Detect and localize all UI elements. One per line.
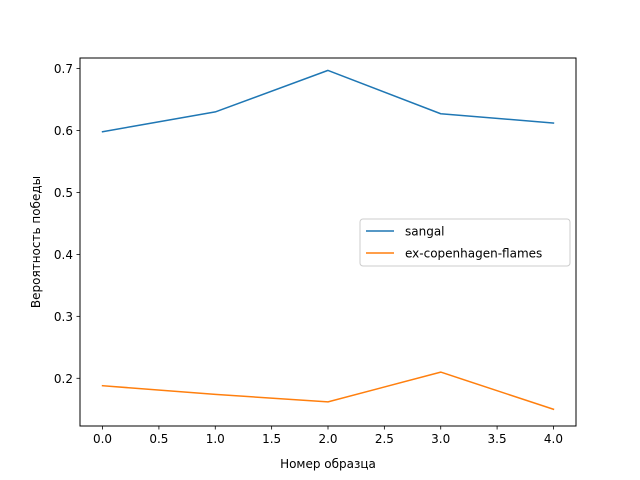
x-tick-label: 2.5 (375, 432, 394, 446)
x-tick-label: 1.5 (262, 432, 281, 446)
y-tick-label: 0.6 (54, 124, 73, 138)
legend-box (359, 218, 571, 267)
x-axis-ticks: 0.0 0.5 1.0 1.5 2.0 2.5 3.0 3.5 4.0 (93, 426, 563, 446)
x-tick-label: 0.0 (93, 432, 112, 446)
series-line-1 (101, 69, 555, 133)
legend-label-1: sangal (405, 225, 445, 239)
y-axis-label: Вероятность победы (29, 176, 43, 308)
series-line-2 (101, 371, 555, 411)
x-tick-label: 0.5 (149, 432, 168, 446)
legend: sangal ex-copenhagen-flames (359, 218, 571, 267)
x-tick-label: 4.0 (544, 432, 563, 446)
x-tick-label: 3.0 (431, 432, 450, 446)
y-axis-ticks: 0.2 0.3 0.4 0.5 0.6 0.7 (54, 62, 80, 386)
series-layer (101, 69, 555, 411)
x-axis-label: Номер образца (280, 457, 376, 471)
y-tick-label: 0.2 (54, 372, 73, 386)
x-tick-label: 2.0 (318, 432, 337, 446)
legend-label-2: ex-copenhagen-flames (405, 247, 542, 261)
y-tick-label: 0.7 (54, 62, 73, 76)
y-tick-label: 0.4 (54, 248, 73, 262)
y-tick-label: 0.5 (54, 186, 73, 200)
x-tick-label: 3.5 (488, 432, 507, 446)
y-tick-label: 0.3 (54, 310, 73, 324)
x-tick-label: 1.0 (206, 432, 225, 446)
